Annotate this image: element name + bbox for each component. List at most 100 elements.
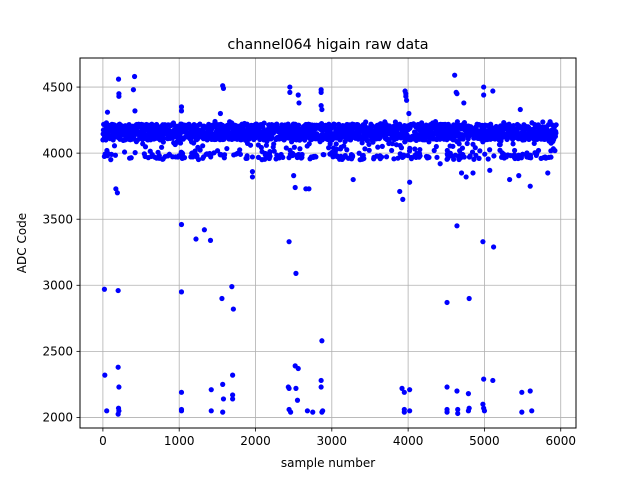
data-point <box>480 239 486 245</box>
data-point <box>395 155 401 161</box>
data-point <box>389 141 395 147</box>
data-point <box>121 149 128 155</box>
data-point <box>115 287 121 294</box>
data-point <box>548 154 554 160</box>
data-point <box>179 150 185 156</box>
data-point <box>313 154 319 160</box>
data-point <box>463 174 469 180</box>
data-point <box>249 154 256 160</box>
data-point <box>286 239 292 245</box>
data-point <box>350 176 356 183</box>
data-point <box>161 135 167 141</box>
data-point <box>407 408 413 414</box>
data-point <box>470 170 476 176</box>
data-point <box>333 141 339 147</box>
y-tick-label: 2000 <box>42 411 73 425</box>
data-point <box>399 154 406 161</box>
data-point <box>237 151 244 157</box>
y-tick-label: 3500 <box>42 213 73 227</box>
data-point <box>450 143 456 149</box>
data-point <box>451 156 457 162</box>
data-point <box>178 221 185 228</box>
data-point <box>220 396 227 402</box>
data-point <box>108 157 114 163</box>
data-point <box>498 154 505 160</box>
data-point <box>293 385 299 391</box>
plot-frame <box>79 57 577 429</box>
data-point <box>527 183 533 189</box>
x-axis-label: sample number <box>281 456 375 470</box>
data-point <box>490 377 496 384</box>
data-point <box>178 389 185 395</box>
data-point <box>366 141 372 148</box>
data-point <box>412 152 418 159</box>
data-point <box>261 120 267 126</box>
data-point <box>552 148 558 154</box>
data-point <box>318 384 324 390</box>
data-point <box>195 156 202 163</box>
data-point <box>400 196 406 202</box>
data-point <box>472 145 478 151</box>
data-point <box>437 161 443 167</box>
data-point <box>208 387 214 393</box>
data-point <box>455 410 461 417</box>
data-point <box>516 173 522 179</box>
data-point <box>553 130 559 136</box>
data-point <box>267 149 273 155</box>
data-point <box>460 136 466 142</box>
data-point <box>156 153 162 159</box>
data-point <box>456 141 462 147</box>
data-point <box>417 153 423 159</box>
data-point <box>506 121 512 127</box>
data-point <box>231 152 237 158</box>
data-point <box>319 106 325 113</box>
data-point <box>455 406 461 413</box>
data-point <box>426 139 432 145</box>
data-point <box>178 289 185 295</box>
data-point <box>362 146 368 152</box>
data-point <box>230 396 236 402</box>
data-point <box>319 409 325 415</box>
data-point <box>220 381 226 387</box>
data-point <box>178 104 185 110</box>
data-point <box>263 142 270 148</box>
data-point <box>319 338 325 344</box>
data-point <box>267 153 273 159</box>
data-point <box>327 141 333 147</box>
data-point <box>535 147 542 154</box>
data-point <box>112 152 119 158</box>
data-point <box>363 119 369 125</box>
y-axis-ticks: 2000 2500 3000 3500 4000 4500 <box>42 80 80 425</box>
data-point <box>318 102 324 109</box>
data-point <box>533 152 539 159</box>
data-point <box>219 295 225 302</box>
data-point <box>454 91 460 97</box>
data-point <box>178 408 185 414</box>
data-point <box>294 397 301 403</box>
data-point <box>481 84 487 90</box>
data-point <box>330 154 336 160</box>
x-tick-label: 4000 <box>393 434 424 448</box>
data-point <box>193 236 199 242</box>
data-point <box>473 152 479 158</box>
data-point <box>477 148 483 154</box>
data-point <box>481 376 487 382</box>
data-point <box>200 143 206 149</box>
data-point <box>444 384 450 390</box>
data-point <box>466 154 473 160</box>
data-point <box>278 151 284 158</box>
data-point <box>375 144 381 150</box>
data-point <box>349 153 356 159</box>
x-tick-label: 3000 <box>317 434 348 448</box>
data-point <box>371 156 377 162</box>
data-point <box>269 134 275 140</box>
data-point <box>291 173 297 179</box>
data-point <box>543 155 549 161</box>
data-point <box>113 186 119 192</box>
data-point <box>114 190 120 196</box>
data-point <box>273 156 279 162</box>
data-point <box>401 409 407 415</box>
data-point <box>336 154 343 160</box>
data-point <box>296 100 302 106</box>
